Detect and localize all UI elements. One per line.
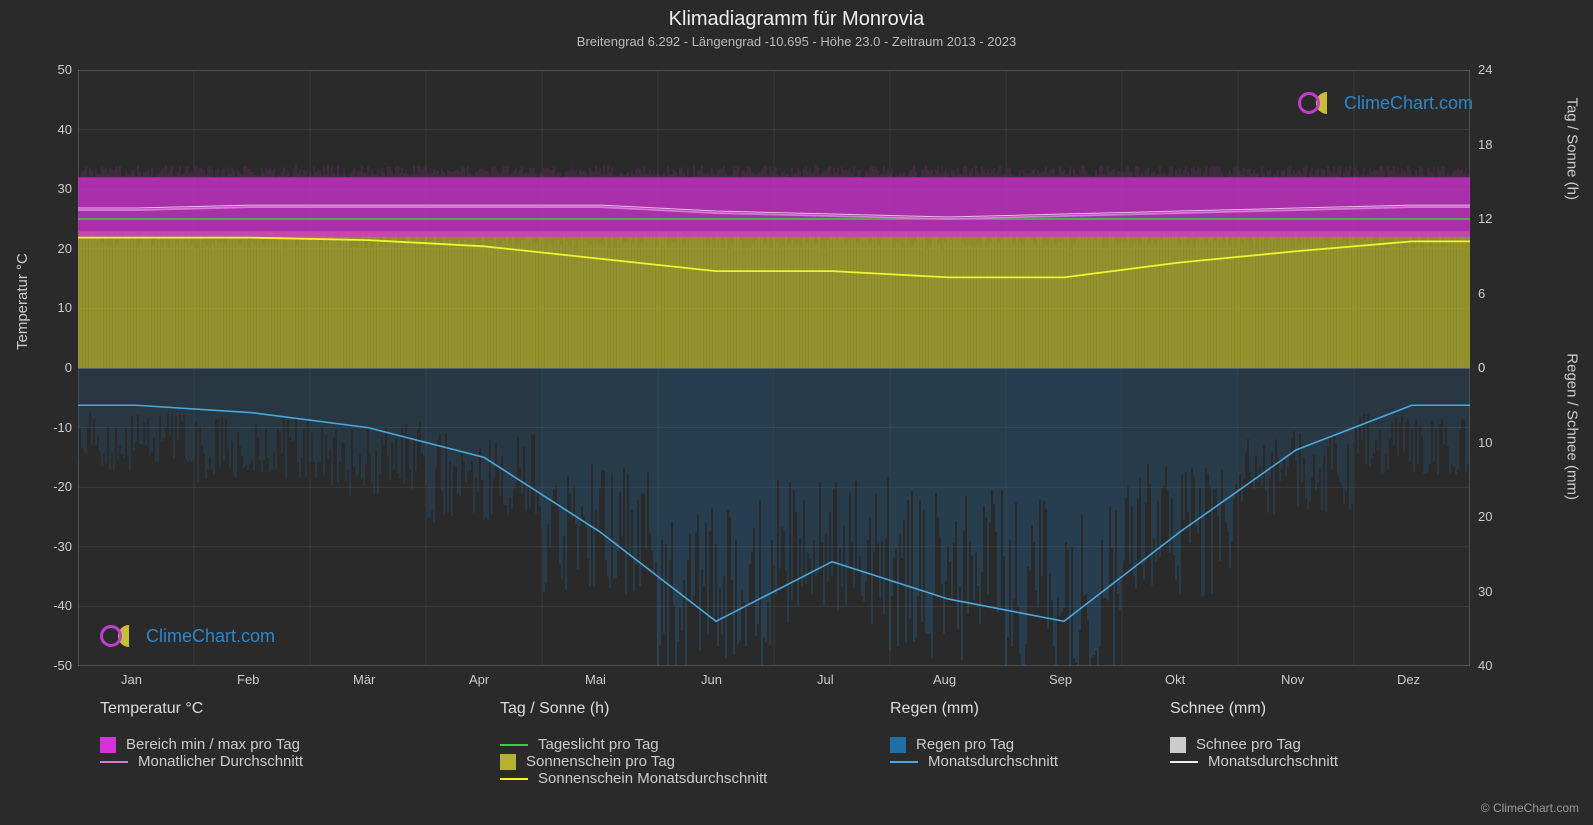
legend-title: Temperatur °C [100,700,303,718]
legend-label: Monatsdurchschnitt [1208,753,1338,770]
legend-item: Monatlicher Durchschnitt [100,753,303,770]
copyright-text: © ClimeChart.com [1481,801,1579,815]
month-label: Jun [701,672,722,687]
month-label: Nov [1281,672,1304,687]
ytick-left: 30 [32,181,72,196]
ytick-left: 20 [32,241,72,256]
legend-col-temperature: Temperatur °C Bereich min / max pro TagM… [100,700,303,770]
month-label: Aug [933,672,956,687]
chart-subtitle: Breitengrad 6.292 - Längengrad -10.695 -… [0,34,1593,49]
legend-swatch-box [1170,737,1186,753]
logo-ring-icon [100,625,122,647]
watermark-text: ClimeChart.com [146,626,275,647]
legend-item: Monatsdurchschnitt [1170,753,1338,770]
watermark-bottom-left: ClimeChart.com [100,625,275,647]
chart-container: Klimadiagramm für Monrovia Breitengrad 6… [0,0,1593,825]
legend-item: Schnee pro Tag [1170,736,1338,753]
ytick-right-top: 24 [1478,62,1492,77]
ytick-left: 50 [32,62,72,77]
legend-label: Bereich min / max pro Tag [126,736,300,753]
logo-ring-icon [1298,92,1320,114]
ytick-left: -50 [32,658,72,673]
ytick-right-top: 18 [1478,137,1492,152]
legend-label: Monatsdurchschnitt [928,753,1058,770]
legend-item: Sonnenschein Monatsdurchschnitt [500,770,767,787]
ytick-left: -10 [32,420,72,435]
legend-label: Sonnenschein pro Tag [526,753,675,770]
legend-swatch-box [890,737,906,753]
month-label: Okt [1165,672,1185,687]
legend-col-snow: Schnee (mm) Schnee pro TagMonatsdurchsch… [1170,700,1338,770]
ytick-right-bottom: 10 [1478,435,1492,450]
legend-label: Regen pro Tag [916,736,1014,753]
chart-svg [78,70,1470,666]
month-label: Feb [237,672,259,687]
legend-item: Tageslicht pro Tag [500,736,767,753]
legend-label: Sonnenschein Monatsdurchschnitt [538,770,767,787]
legend-swatch-line [500,778,528,780]
legend-title: Regen (mm) [890,700,1058,718]
legend-label: Schnee pro Tag [1196,736,1301,753]
month-label: Mai [585,672,606,687]
legend-swatch-line [500,744,528,746]
ytick-left: 10 [32,300,72,315]
ytick-left: -40 [32,598,72,613]
y-axis-label-left: Temperatur °C [14,253,31,350]
ytick-left: 0 [32,360,72,375]
ytick-right-top: 6 [1478,286,1485,301]
ytick-right-bottom: 30 [1478,584,1492,599]
ytick-left: -30 [32,539,72,554]
legend-item: Monatsdurchschnitt [890,753,1058,770]
legend-col-sunshine: Tag / Sonne (h) Tageslicht pro TagSonnen… [500,700,767,787]
ytick-right-top: 12 [1478,211,1492,226]
legend-label: Tageslicht pro Tag [538,736,659,753]
legend-item: Bereich min / max pro Tag [100,736,303,753]
legend-label: Monatlicher Durchschnitt [138,753,303,770]
month-label: Jan [121,672,142,687]
legend-swatch-line [1170,761,1198,763]
month-label: Mär [353,672,375,687]
ytick-right-bottom: 20 [1478,509,1492,524]
plot-area [78,70,1470,666]
legend-swatch-line [100,761,128,763]
month-label: Sep [1049,672,1072,687]
legend-swatch-line [890,761,918,763]
y-axis-label-right-bottom: Regen / Schnee (mm) [1564,353,1581,500]
month-label: Jul [817,672,834,687]
month-label: Apr [469,672,489,687]
legend-item: Regen pro Tag [890,736,1058,753]
legend-swatch-box [500,754,516,770]
watermark-top-right: ClimeChart.com [1298,92,1473,114]
legend-title: Schnee (mm) [1170,700,1338,718]
ytick-left: 40 [32,122,72,137]
month-label: Dez [1397,672,1420,687]
legend-item: Sonnenschein pro Tag [500,753,767,770]
legend-title: Tag / Sonne (h) [500,700,767,718]
ytick-right-bottom: 40 [1478,658,1492,673]
chart-title: Klimadiagramm für Monrovia [0,8,1593,31]
y-axis-label-right-top: Tag / Sonne (h) [1564,97,1581,200]
legend-col-rain: Regen (mm) Regen pro TagMonatsdurchschni… [890,700,1058,770]
watermark-text: ClimeChart.com [1344,93,1473,114]
legend-swatch-box [100,737,116,753]
ytick-left: -20 [32,479,72,494]
ytick-right-bottom: 0 [1478,360,1485,375]
